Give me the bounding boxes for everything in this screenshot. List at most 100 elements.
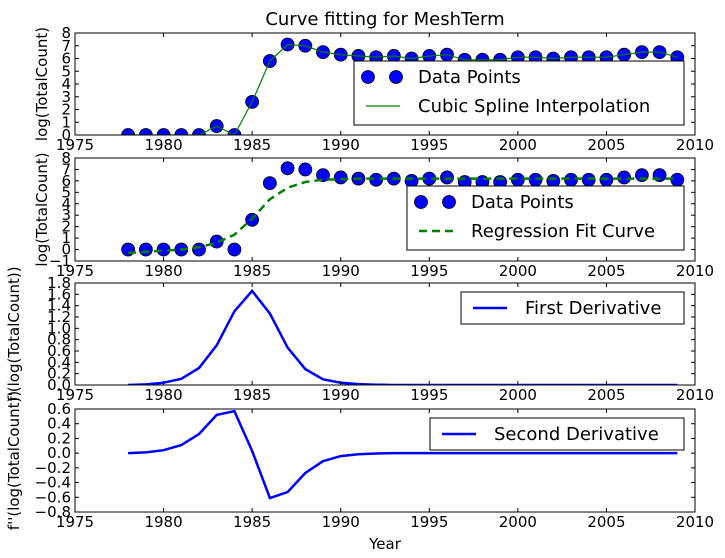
subplot-1: 1975 1980 1985 1990 1995 2000 2005 2010 01234567… bbox=[33, 24, 714, 154]
legend-label: Cubic Spline Interpolation bbox=[418, 96, 650, 117]
data-point-marker bbox=[546, 173, 561, 188]
x-tick-label: 1995 bbox=[410, 136, 448, 154]
legend-marker-icon bbox=[389, 70, 403, 84]
y-tick-label: 8 bbox=[61, 24, 71, 42]
y-tick-label: 0.2 bbox=[47, 365, 71, 383]
x-tick-label: 1985 bbox=[233, 386, 271, 404]
legend-label: Second Derivative bbox=[494, 424, 659, 445]
legend-label: Data Points bbox=[471, 192, 574, 213]
x-tick-label: 1980 bbox=[144, 262, 182, 280]
x-tick-label: 1995 bbox=[410, 513, 448, 531]
x-tick-label: 1990 bbox=[322, 136, 360, 154]
data-point-marker bbox=[298, 162, 313, 177]
figure-title: Curve fitting for MeshTerm bbox=[265, 9, 504, 30]
x-tick-label: 2000 bbox=[499, 262, 537, 280]
x-tick-label: 1980 bbox=[144, 136, 182, 154]
plot-area bbox=[128, 409, 678, 500]
y-tick-label: 1 bbox=[61, 113, 71, 131]
y-tick-label: 0.2 bbox=[47, 429, 71, 447]
panels: 1975 1980 1985 1990 1995 2000 2005 201001234567… bbox=[5, 24, 714, 531]
data-point-marker bbox=[316, 168, 330, 183]
x-tick-label: 1990 bbox=[322, 262, 360, 280]
regression-fit-line bbox=[128, 177, 678, 255]
plot-area bbox=[128, 288, 678, 385]
subplot-4: 1975 1980 1985 1990 1995 2000 2005 2010 −0.8−0.6… bbox=[5, 391, 714, 531]
y-axis-label: log(TotalCount) bbox=[33, 152, 51, 266]
data-point-marker bbox=[174, 128, 189, 135]
data-point-marker bbox=[121, 128, 136, 135]
x-tick-label: 2005 bbox=[587, 136, 625, 154]
y-tick-label: 0 bbox=[61, 126, 71, 144]
data-point-marker bbox=[121, 242, 136, 257]
y-tick-label: 0.6 bbox=[47, 342, 71, 360]
data-point-marker bbox=[404, 173, 419, 188]
data-point-marker bbox=[192, 242, 206, 257]
legend-label: Regression Fit Curve bbox=[471, 221, 655, 242]
spline-line bbox=[128, 43, 678, 135]
y-tick-label: 0.6 bbox=[47, 400, 71, 418]
legend: Data Points Regression Fit Curve bbox=[406, 185, 685, 251]
x-axis-label: Year bbox=[368, 535, 402, 553]
subplot-3: 1975 1980 1985 1990 1995 2000 2005 20100.00.20.… bbox=[5, 266, 714, 404]
y-tick-label: 1.2 bbox=[47, 308, 71, 326]
x-tick-label: 2010 bbox=[676, 136, 714, 154]
y-tick-label: 3 bbox=[61, 88, 71, 106]
y-tick-label: 8 bbox=[61, 149, 71, 167]
y-tick-label: 0 bbox=[61, 241, 71, 259]
data-point-marker bbox=[138, 128, 153, 135]
data-point-marker bbox=[138, 242, 153, 257]
x-tick-label: 1975 bbox=[56, 262, 94, 280]
y-tick-label: 1 bbox=[61, 229, 71, 247]
y-tick-label: 7 bbox=[61, 37, 71, 55]
data-point-marker bbox=[227, 242, 242, 257]
legend-frame bbox=[353, 60, 685, 126]
legend: Data Points Cubic Spline Interpolation bbox=[353, 60, 685, 126]
axes-frame bbox=[74, 408, 696, 513]
y-tick-label: 5 bbox=[61, 62, 71, 80]
x-tick-label: 1995 bbox=[410, 386, 448, 404]
y-tick-label: 1.4 bbox=[47, 297, 71, 315]
x-tick-label: 2000 bbox=[499, 136, 537, 154]
legend-label: Data Points bbox=[418, 67, 521, 88]
y-axis-label: f''(log(TotalCount)) bbox=[5, 391, 23, 530]
y-tick-label: −0.6 bbox=[35, 488, 71, 506]
x-tick-label: 2005 bbox=[587, 386, 625, 404]
axes-frame bbox=[74, 282, 696, 386]
x-tick-label: 2000 bbox=[499, 386, 537, 404]
subplot-2: 1975 1980 1985 1990 1995 2000 2005 2010 −1012345… bbox=[33, 149, 714, 280]
legend-marker-icon bbox=[414, 195, 428, 209]
y-tick-label: 3 bbox=[61, 206, 71, 224]
y-tick-label: −1 bbox=[49, 252, 71, 270]
x-tick-label: 1985 bbox=[233, 136, 271, 154]
y-tick-label: 1.6 bbox=[47, 285, 71, 303]
y-tick-label: −0.4 bbox=[35, 474, 71, 492]
x-tick-label: 2005 bbox=[587, 262, 625, 280]
x-tick-label: 2005 bbox=[587, 513, 625, 531]
x-tick-label: 1990 bbox=[322, 386, 360, 404]
x-tick-label: 2010 bbox=[676, 386, 714, 404]
x-tick-label: 1980 bbox=[144, 386, 182, 404]
x-tick-label: 2010 bbox=[676, 262, 714, 280]
plot-area bbox=[121, 37, 685, 135]
y-tick-label: 0.4 bbox=[47, 415, 71, 433]
x-tick-label: 1980 bbox=[144, 513, 182, 531]
x-tick-label: 1975 bbox=[56, 136, 94, 154]
y-tick-label: 2 bbox=[61, 218, 71, 236]
y-tick-label: 1.0 bbox=[47, 319, 71, 337]
x-tick-label: 1975 bbox=[56, 386, 94, 404]
y-axis-label: log(TotalCount) bbox=[33, 27, 51, 141]
derivative-line bbox=[128, 409, 678, 500]
legend-label: First Derivative bbox=[525, 298, 661, 319]
y-tick-label: −0.2 bbox=[35, 459, 71, 477]
y-axis-label: f'(log(TotalCount)) bbox=[5, 266, 23, 401]
y-tick-label: 0.4 bbox=[47, 353, 71, 371]
y-tick-label: 6 bbox=[61, 172, 71, 190]
derivative-line bbox=[128, 288, 678, 385]
y-tick-label: 5 bbox=[61, 183, 71, 201]
y-tick-label: 1.8 bbox=[47, 274, 71, 292]
y-tick-label: 0.0 bbox=[47, 444, 71, 462]
y-tick-label: 6 bbox=[61, 50, 71, 68]
legend-marker-icon bbox=[442, 195, 456, 209]
x-tick-label: 1985 bbox=[233, 262, 271, 280]
y-tick-label: 0.0 bbox=[47, 376, 71, 394]
